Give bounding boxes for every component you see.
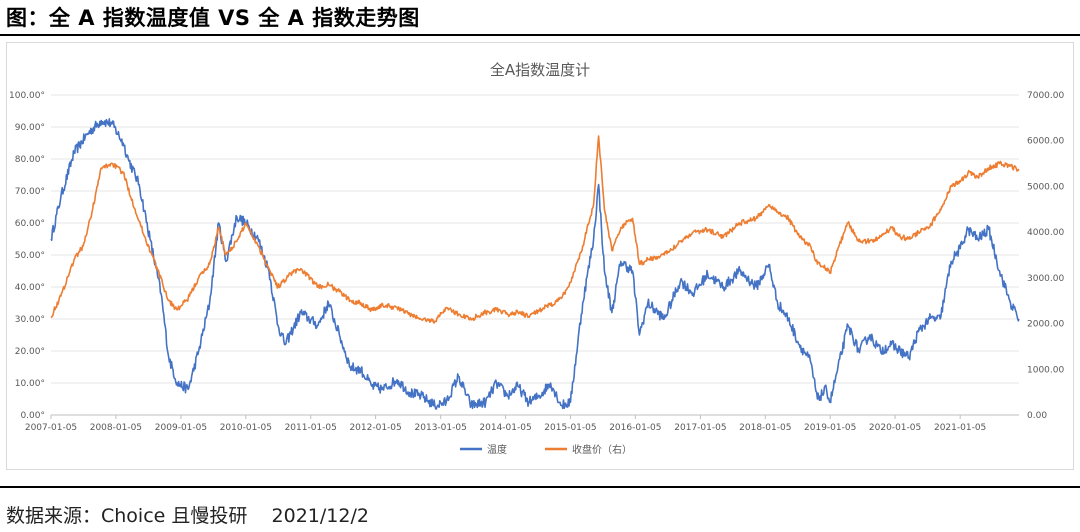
x-tick-label: 2019-01-05 <box>804 423 856 433</box>
left-tick-label: 20.00° <box>15 347 45 357</box>
chart-title: 全A指数温度计 <box>490 61 590 79</box>
x-axis-ticks: 2007-01-05 2008-01-05 2009-01-05 2010-01-05… <box>25 414 1019 433</box>
left-tick-label: 80.00° <box>15 155 45 165</box>
left-tick-label: 0.00° <box>20 411 45 421</box>
x-tick-label: 2009-01-05 <box>155 423 207 433</box>
left-tick-label: 40.00° <box>15 283 45 293</box>
temperature-chart: 全A指数温度计 0.00° 10.00° 20.00° 30.00° 40.00° 50.… <box>9 61 1064 456</box>
x-tick-label: 2018-01-05 <box>739 423 791 433</box>
right-tick-label: 3000.00 <box>1027 274 1064 284</box>
x-tick-label: 2016-01-05 <box>609 423 661 433</box>
legend-label: 收盘价（右） <box>572 443 632 456</box>
x-tick-label: 2015-01-05 <box>544 423 596 433</box>
left-tick-label: 30.00° <box>15 315 45 325</box>
right-tick-label: 2000.00 <box>1027 320 1064 330</box>
figure-title: 图：全 A 指数温度值 VS 全 A 指数走势图 <box>6 6 420 30</box>
x-tick-label: 2017-01-05 <box>674 423 726 433</box>
right-tick-label: 5000.00 <box>1027 182 1064 192</box>
legend: 温度 收盘价（右） <box>460 443 632 456</box>
right-tick-label: 7000.00 <box>1027 91 1064 101</box>
right-tick-label: 6000.00 <box>1027 137 1064 147</box>
chart-frame: 全A指数温度计 0.00° 10.00° 20.00° 30.00° 40.00° 50.… <box>6 42 1074 470</box>
x-tick-label: 2013-01-05 <box>415 423 467 433</box>
x-tick-label: 2011-01-05 <box>285 423 337 433</box>
left-tick-label: 90.00° <box>15 123 45 133</box>
legend-label: 温度 <box>487 443 507 456</box>
x-tick-label: 2020-01-05 <box>869 423 921 433</box>
x-tick-label: 2021-01-05 <box>934 423 986 433</box>
series-line-2 <box>50 135 1020 324</box>
series-line-1 <box>50 118 1020 410</box>
x-tick-label: 2007-01-05 <box>25 423 77 433</box>
right-tick-label: 4000.00 <box>1027 228 1064 238</box>
right-tick-label: 0.00 <box>1027 411 1047 421</box>
left-tick-label: 70.00° <box>15 187 45 197</box>
x-tick-label: 2012-01-05 <box>349 423 401 433</box>
left-axis-ticks: 0.00° 10.00° 20.00° 30.00° 40.00° 50.00° 60.00… <box>9 91 45 421</box>
x-tick-label: 2014-01-05 <box>479 423 531 433</box>
left-tick-label: 100.00° <box>9 91 45 101</box>
left-tick-label: 60.00° <box>15 219 45 229</box>
left-tick-label: 10.00° <box>15 379 45 389</box>
series-lines <box>50 118 1020 410</box>
x-tick-label: 2010-01-05 <box>220 423 272 433</box>
bottom-rule <box>0 486 1080 488</box>
gridlines <box>51 94 1019 416</box>
source-note: 数据来源：Choice 且慢投研 2021/12/2 <box>6 505 369 527</box>
right-tick-label: 1000.00 <box>1027 365 1064 375</box>
x-tick-label: 2008-01-05 <box>90 423 142 433</box>
top-rule <box>0 34 1080 36</box>
left-tick-label: 50.00° <box>15 251 45 261</box>
right-axis-ticks: 0.00 1000.00 2000.00 3000.00 4000.00 5000.00 6… <box>1027 91 1064 421</box>
